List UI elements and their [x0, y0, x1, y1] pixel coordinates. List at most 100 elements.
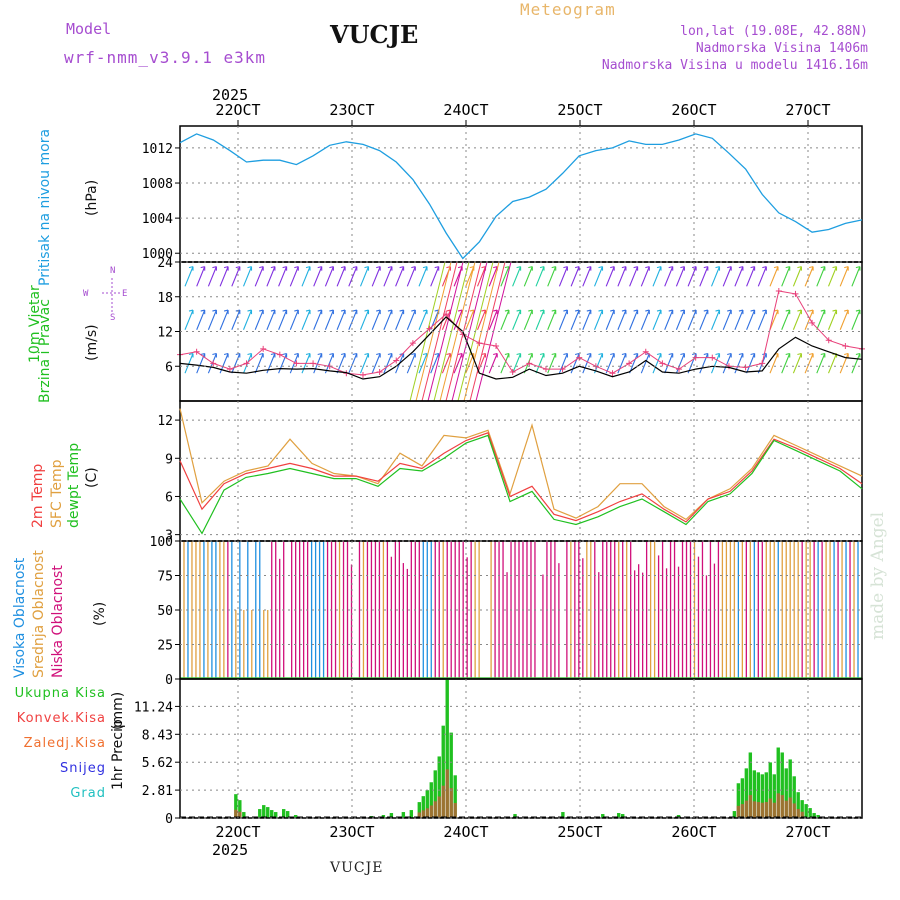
wind-gust-marker: [359, 371, 366, 378]
wind-direction-arrow: [757, 266, 767, 287]
wind-direction-arrow: [371, 353, 381, 374]
wind-arrow-head: [738, 266, 744, 271]
precip-conv-bar: [744, 800, 749, 818]
precip-total-bar: [389, 813, 394, 818]
wind-arrow-head: [434, 266, 440, 271]
wind-gust-marker: [260, 345, 267, 352]
wind-direction-arrow: [231, 353, 241, 374]
cloud-tick-label: 0: [165, 673, 173, 688]
wind-direction-arrow: [488, 309, 498, 330]
precip-total-bar: [732, 811, 737, 818]
precip-conv-bar: [800, 811, 804, 818]
wind-arrow-head: [820, 352, 826, 358]
wind-direction-arrow: [570, 266, 580, 287]
wind-arrow-head: [282, 352, 288, 358]
legend-total-rain: Ukupna Kisa: [14, 686, 106, 701]
wind-direction-arrow: [652, 353, 662, 374]
wind-direction-arrow: [605, 309, 615, 330]
compass-east: E: [122, 289, 127, 299]
wind-direction-arrow: [687, 353, 697, 374]
legend-freezing-rain: Zaledj.Kisa: [23, 736, 106, 751]
wind-direction-arrow: [640, 266, 650, 287]
precip-tick-label: 8.43: [142, 728, 173, 743]
wind-arrow-head: [855, 309, 861, 315]
wind-direction-arrow: [687, 309, 697, 330]
wind-direction-arrow: [816, 309, 826, 330]
wind-arrow-head: [610, 266, 615, 271]
wind-gust-marker: [709, 354, 716, 361]
wind-arrow-head: [200, 309, 206, 315]
wind-direction-arrow: [722, 353, 732, 374]
wind-arrow-head: [656, 352, 662, 358]
bottom-day-label: 24OCT: [443, 823, 488, 841]
wind-gust-marker: [609, 370, 616, 377]
wind-arrow-head: [750, 309, 756, 315]
bottom-day-label: 27OCT: [785, 823, 830, 841]
precip-total-bar: [262, 805, 266, 818]
wind-arrow-head: [387, 266, 393, 271]
wind-arrow-head: [750, 266, 756, 271]
wind-arrow-head: [715, 309, 721, 315]
wind-direction-arrow: [196, 309, 206, 330]
wind-panel: 6 12 18 24: [157, 256, 865, 402]
precip-total-bar: [561, 812, 565, 818]
station-title: VUCJE: [330, 20, 419, 49]
pressure-tick-label: 1000: [142, 247, 173, 262]
wind-arrow-head: [797, 309, 802, 315]
wind-direction-arrow: [406, 309, 416, 330]
wind-arrow-head: [247, 266, 253, 271]
wind-direction-arrow: [453, 353, 463, 374]
wind-direction-arrow: [278, 309, 288, 330]
precip-total-bar: [736, 783, 741, 818]
wind-direction-arrow: [254, 353, 264, 374]
wind-arrow-head: [621, 352, 627, 358]
wind-gust-marker: [559, 366, 566, 373]
wind-arrow-head: [680, 266, 685, 271]
top-day-label: 23OCT: [329, 101, 374, 119]
top-day-label: 26OCT: [671, 101, 716, 119]
precip-conv-bar: [764, 802, 768, 818]
precip-conv-bar: [425, 808, 429, 818]
wind-gust-marker: [825, 337, 832, 344]
wind-arrow-head: [610, 309, 615, 315]
precip-conv-bar: [421, 810, 425, 818]
wind-direction-arrow: [699, 309, 709, 330]
precip-total-bar: [258, 809, 262, 818]
wind-gust-marker: [226, 366, 233, 373]
temp-tick-label: 9: [165, 452, 173, 467]
wind-arrow-head: [516, 266, 522, 271]
precip-total-bar: [421, 796, 425, 818]
precip-total-bar: [274, 812, 278, 818]
wind-arrow-head: [411, 266, 416, 271]
wind-arrow-head: [516, 309, 522, 315]
wind-arrow-head: [563, 266, 568, 271]
precip-total-bar: [740, 778, 745, 818]
precip-total-bar: [744, 768, 749, 818]
wind-arrow-head: [294, 266, 299, 271]
wind-arrow-head: [574, 309, 580, 315]
wind-direction-arrow: [629, 309, 639, 330]
wind-direction-arrow: [184, 266, 194, 287]
wind-direction-arrow: [757, 309, 767, 330]
wind-arrow-head: [621, 309, 627, 315]
precip-total-bar: [425, 790, 429, 818]
wind-arrow-head: [259, 352, 264, 358]
wind-direction-arrow: [395, 309, 405, 330]
wind-direction-arrow: [278, 353, 288, 374]
wind-arrow-head: [598, 309, 604, 315]
wind-arrow-head: [247, 352, 253, 358]
wind-arrow-head: [633, 309, 639, 315]
pressure-line: [179, 133, 863, 260]
wind-arrow-head: [528, 352, 533, 358]
model-altitude-label: Nadmorska Visina u modelu 1416.16m: [601, 58, 868, 73]
wind-direction-arrow: [792, 353, 802, 374]
wind-direction-arrow: [254, 266, 264, 287]
precip-total-bar: [804, 804, 808, 818]
wind-arrow-head: [352, 352, 358, 358]
wind-direction-arrow: [371, 266, 381, 287]
wind-arrow-head: [574, 266, 580, 271]
wind-direction-arrow: [593, 266, 604, 287]
wind-direction-arrow: [734, 309, 744, 330]
wind-gust-marker: [310, 360, 317, 367]
